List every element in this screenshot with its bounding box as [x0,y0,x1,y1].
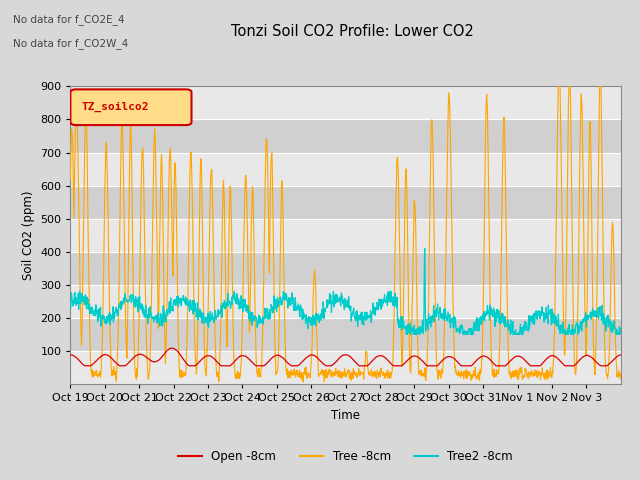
Tree2 -8cm [403,332,411,337]
Tree2 -8cm [617,325,625,331]
Tree2 -8cm [476,321,484,326]
Tree -8cm [152,203,160,209]
Line: Open -8cm: Open -8cm [70,348,621,366]
Open -8cm [81,363,88,369]
Line: Tree -8cm: Tree -8cm [70,67,621,382]
Open -8cm [153,359,161,364]
FancyBboxPatch shape [70,89,191,125]
Tree2 -8cm [421,246,429,252]
Open -8cm [557,359,564,364]
Tree -8cm [321,367,329,373]
Bar [70,252,621,285]
Bar [70,186,621,219]
Text: Tonzi Soil CO2 Profile: Lower CO2: Tonzi Soil CO2 Profile: Lower CO2 [230,24,474,39]
Tree -8cm [332,372,339,378]
Open -8cm [611,356,618,362]
Legend: Open -8cm, Tree -8cm, Tree2 -8cm: Open -8cm, Tree -8cm, Tree2 -8cm [173,445,518,468]
Tree2 -8cm [321,306,328,312]
Tree2 -8cm [67,306,74,312]
Open -8cm [617,352,625,358]
Tree -8cm [556,93,564,99]
Text: No data for f_CO2E_4: No data for f_CO2E_4 [13,14,124,25]
Tree2 -8cm [557,328,564,334]
Bar [70,153,621,186]
Open -8cm [332,359,340,365]
Tree -8cm [611,276,618,282]
Tree2 -8cm [611,323,618,329]
Bar [70,219,621,252]
Text: TZ_soilco2: TZ_soilco2 [81,102,149,112]
Tree -8cm [300,379,307,384]
Bar [70,285,621,318]
Tree -8cm [596,64,604,70]
Bar [70,318,621,351]
X-axis label: Time: Time [331,408,360,421]
Tree -8cm [476,378,483,384]
Bar [70,86,621,120]
Y-axis label: Soil CO2 (ppm): Soil CO2 (ppm) [22,191,35,280]
Tree -8cm [617,372,625,377]
Text: No data for f_CO2W_4: No data for f_CO2W_4 [13,38,128,49]
Line: Tree2 -8cm: Tree2 -8cm [70,249,621,335]
Bar [70,120,621,153]
Tree2 -8cm [331,300,339,306]
Bar [70,351,621,384]
Tree2 -8cm [152,318,160,324]
Open -8cm [67,352,74,358]
Open -8cm [321,362,329,368]
Tree -8cm [67,177,74,183]
Open -8cm [476,355,484,360]
Open -8cm [168,345,176,351]
